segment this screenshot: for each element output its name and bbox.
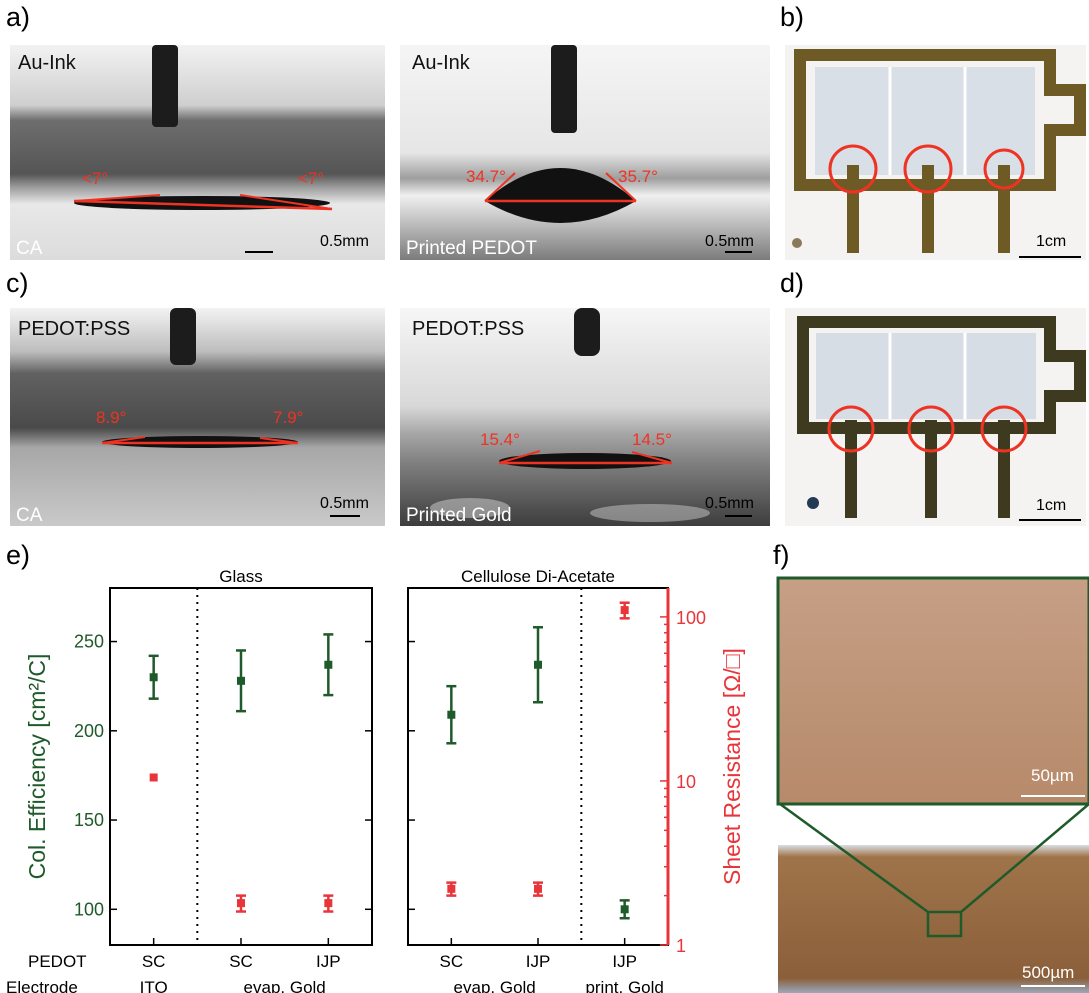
contact-angle-left: 8.9° — [96, 408, 127, 427]
data-point-efficiency — [534, 660, 542, 669]
data-point-efficiency — [324, 660, 333, 669]
contact-angle-right: 35.7° — [618, 167, 658, 186]
y-axis-title: Col. Efficiency [cm²/C] — [24, 654, 50, 880]
y2-tick-label: 1 — [676, 936, 686, 956]
scale-bar-label: 0.5mm — [320, 495, 369, 512]
y-tick-label: 200 — [74, 721, 104, 741]
substrate-label: Printed Gold — [406, 505, 512, 526]
x-tick-label-pedot: IJP — [526, 952, 551, 971]
printed-electrode-photo — [785, 308, 1086, 526]
data-point-resistance — [534, 884, 542, 893]
y-tick-label: 150 — [74, 810, 104, 830]
substrate-label: Printed PEDOT — [406, 238, 537, 259]
droplet-label: PEDOT:PSS — [412, 318, 525, 340]
x-tick-label-pedot: SC — [229, 952, 253, 971]
plot-title: Glass — [219, 570, 262, 586]
x-tick-label-pedot: IJP — [612, 952, 637, 971]
scale-bar-label: 1cm — [1036, 233, 1067, 250]
substrate-label: CA — [16, 505, 43, 526]
droplet-photo-pedot-on-gold — [400, 308, 770, 526]
data-point-efficiency — [149, 673, 158, 682]
x-tick-label-pedot: IJP — [316, 952, 341, 971]
microscope-photos — [773, 570, 1089, 993]
y2-tick-label: 10 — [676, 772, 696, 792]
droplet-label: Au-Ink — [18, 52, 76, 74]
data-point-efficiency — [620, 905, 629, 914]
panel-b-letter: b) — [780, 2, 805, 32]
contact-angle-left: <7° — [82, 169, 109, 188]
data-point-resistance — [620, 606, 629, 615]
contact-angle-left: 15.4° — [480, 430, 520, 449]
droplet-label: Au-Ink — [412, 52, 470, 74]
printed-electrode-photo — [785, 45, 1086, 260]
row-label-electrode: Electrode — [6, 978, 78, 993]
scale-bar-label: 0.5mm — [705, 233, 754, 250]
x-tick-label-electrode: evap. Gold — [244, 978, 326, 993]
droplet-label: PEDOT:PSS — [18, 318, 131, 340]
y-tick-label: 250 — [74, 632, 104, 652]
panel-a-letter: a) — [6, 2, 31, 32]
droplet-photo-au-ink-on-pedot — [400, 45, 770, 260]
data-point-resistance — [447, 884, 456, 893]
collection-efficiency-chart: Glass SC SC IJP Cellulose Di-Acetate SC IJP IJP… — [6, 570, 745, 993]
data-point-resistance — [324, 899, 333, 908]
droplet-photo-pedot-on-ca — [10, 308, 385, 526]
data-point-resistance — [237, 899, 245, 908]
scale-bar-label: 50µm — [1031, 766, 1074, 785]
contact-angle-left: 34.7° — [466, 167, 506, 186]
scale-bar-label: 0.5mm — [320, 233, 369, 250]
panel-f-letter: f) — [773, 540, 790, 570]
plot-frame — [109, 587, 373, 946]
x-tick-label-pedot: SC — [440, 952, 464, 971]
scale-bar-label: 1cm — [1036, 497, 1067, 514]
data-point-efficiency — [447, 710, 456, 719]
droplet-photo-au-ink-on-ca — [10, 45, 385, 260]
y2-axis-title: Sheet Resistance [Ω/□] — [719, 648, 745, 885]
data-point-efficiency — [237, 676, 245, 685]
panel-d-letter: d) — [780, 268, 805, 298]
plot-title: Cellulose Di-Acetate — [461, 570, 615, 586]
x-tick-label-electrode: evap. Gold — [454, 978, 536, 993]
x-tick-label-electrode: ITO — [140, 978, 168, 993]
y-tick-label: 100 — [74, 899, 104, 919]
contact-angle-right: 14.5° — [632, 430, 672, 449]
panel-c-letter: c) — [6, 268, 29, 298]
contact-angle-right: <7° — [298, 169, 325, 188]
y2-tick-label: 100 — [676, 608, 706, 628]
scale-bar-label: 0.5mm — [705, 495, 754, 512]
data-point-resistance — [149, 773, 158, 782]
panel-e-letter: e) — [6, 540, 31, 570]
scale-bar-label: 500µm — [1022, 963, 1075, 982]
substrate-label: CA — [16, 238, 43, 259]
x-tick-label-electrode: print. Gold — [585, 978, 663, 993]
x-tick-label-pedot: SC — [142, 952, 166, 971]
contact-angle-right: 7.9° — [273, 408, 304, 427]
row-label-pedot: PEDOT — [28, 952, 87, 971]
